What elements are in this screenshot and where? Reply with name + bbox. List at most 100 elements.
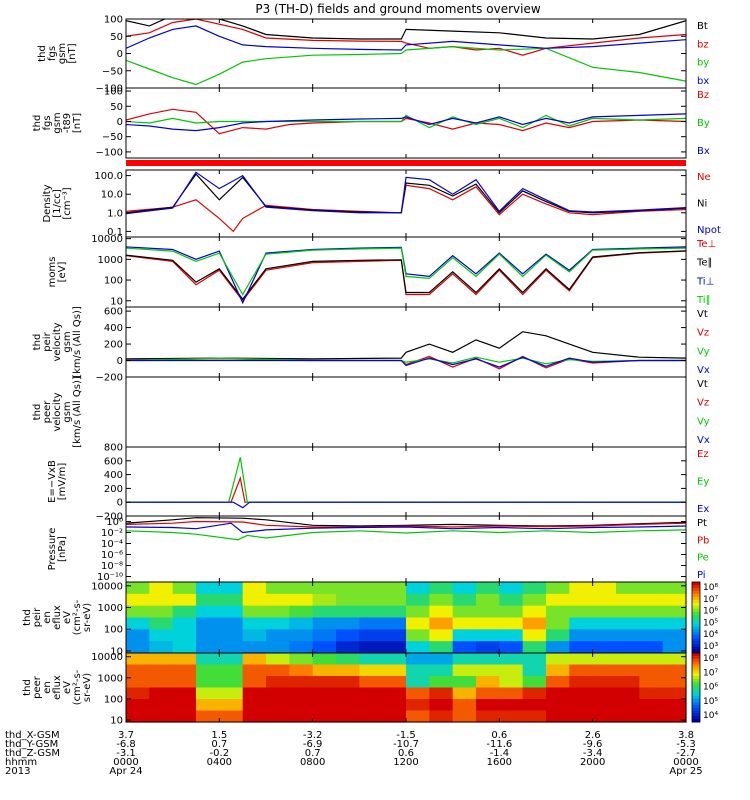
heatmap-cell [336, 664, 360, 677]
colorbar-segment [692, 620, 700, 624]
colorbar-segment [692, 655, 700, 660]
legend-bx: Bx [697, 146, 710, 157]
heatmap-cell [289, 653, 314, 666]
y-tick-label: 1000 [98, 255, 123, 266]
colorbar-segment [692, 635, 700, 639]
heatmap-cell [289, 710, 314, 723]
heatmap-cell [149, 641, 174, 654]
legend-te: Te⊥ [696, 239, 716, 250]
heatmap-cell [499, 664, 524, 677]
colorbar-label: 10⁵ [703, 618, 718, 628]
panel-ylabel-line: (cm²-s- [72, 599, 83, 635]
panel-ylabel-line: gsm [62, 331, 73, 352]
heatmap-cell [452, 605, 477, 619]
heatmap-cell [242, 699, 267, 712]
date-label-start: Apr 24 [109, 766, 142, 777]
heatmap-cell [359, 653, 384, 666]
panel-frame [125, 87, 687, 159]
heatmap-cell [429, 664, 454, 677]
heatmap-cell [499, 593, 524, 607]
heatmap-cell [429, 710, 454, 723]
heatmap-cell [219, 699, 244, 712]
heatmap-cell [592, 641, 617, 654]
panel-peer-eflux: 10⁸ 10⁷ 10⁶ 10⁵ 10⁴ 10000 1000 100 10 thd peer en ef… [22, 652, 718, 726]
y-tick-label: 50 [110, 32, 123, 43]
y-tick-label: 0 [117, 49, 123, 60]
heatmap-cell [569, 710, 594, 723]
heatmap-cell [219, 582, 244, 595]
y-tick-label: 400 [104, 323, 123, 334]
series-pi-line [126, 522, 686, 534]
heatmap-cell [126, 676, 150, 689]
colorbar-label: 10⁷ [703, 595, 718, 605]
panel-ylabel-line: en [42, 681, 53, 694]
panel-ylabel-line: [km/s (All Qs)] [72, 376, 83, 448]
heatmap-cell [522, 593, 547, 607]
heatmap-cell [499, 699, 524, 712]
heatmap-cell [406, 710, 430, 723]
heatmap-cell [149, 710, 174, 723]
heatmap-cell [382, 582, 407, 595]
heatmap-cell [546, 687, 570, 700]
panel-efield: Ez Ey Ex 800 600 400 200 0 −200 E=−VxB [mV/m] [47, 443, 709, 523]
heatmap-cell [219, 664, 244, 677]
series-ne-line [126, 184, 686, 233]
y-tick-label: 0 [117, 498, 123, 509]
heatmap-cell [476, 653, 500, 666]
panel-frame [125, 376, 687, 448]
heatmap-cell [219, 605, 244, 619]
heatmap-cell [476, 629, 500, 642]
heatmap-cell [266, 605, 290, 619]
panel-ylabel-line: [km/s (All Qs)] [72, 306, 83, 378]
heatmap-cell [359, 629, 384, 642]
colorbar-segment [692, 699, 700, 703]
legend-vy: Vy [697, 346, 710, 357]
heatmap-cell [429, 593, 454, 607]
heatmap-cell [219, 617, 244, 630]
figure-title: P3 (TH-D) fields and ground moments over… [255, 2, 540, 16]
heatmap-cell [172, 593, 197, 607]
heatmap-cell [406, 699, 430, 712]
heatmap-cell [242, 653, 267, 666]
heatmap-cell [289, 687, 314, 700]
heatmap-cell [592, 676, 617, 689]
heatmap-cell [242, 582, 267, 595]
panel-ylabel-line: [nT] [72, 113, 83, 133]
heatmap-cell [289, 617, 314, 630]
heatmap-cell [359, 582, 384, 595]
y-tick-label: 10⁻⁸ [101, 561, 123, 572]
ephem-value: 3.7 [118, 730, 134, 741]
heatmap-cell [149, 664, 174, 677]
heatmap-cell [149, 617, 174, 630]
heatmap-cell [382, 629, 407, 642]
y-tick-label: 0 [117, 117, 123, 128]
series-by-line [126, 114, 686, 129]
heatmap-cell [219, 641, 244, 654]
heatmap-cell [616, 582, 640, 595]
panel-ylabel-line: peer [32, 675, 43, 699]
colorbar-segment [692, 673, 700, 677]
y-tick-label: −50 [102, 132, 123, 143]
heatmap-cell [196, 687, 220, 700]
y-tick-label: 10⁰ [106, 517, 123, 528]
heatmap-cell [406, 582, 430, 595]
colorbar-label: 10⁸ [703, 654, 718, 664]
heatmap-cell [172, 676, 197, 689]
heatmap-cell [592, 687, 617, 700]
panel-ylabel-line: fgs [47, 46, 58, 61]
heatmap-cell [219, 687, 244, 700]
heatmap-cell [662, 629, 687, 642]
heatmap-cell [616, 629, 640, 642]
y-tick-label: 600 [104, 307, 123, 318]
colorbar-segment [692, 719, 700, 723]
colorbar-segment [692, 629, 700, 633]
colorbar-segment [692, 614, 700, 618]
heatmap-cell [429, 687, 454, 700]
colorbar-segment [692, 690, 700, 694]
heatmap-cell [126, 641, 150, 654]
ephem-value: -9.6 [583, 739, 603, 750]
panel-ylabel-line: peer [42, 400, 53, 424]
colorbar-segment [692, 611, 700, 616]
heatmap-cell [149, 676, 174, 689]
